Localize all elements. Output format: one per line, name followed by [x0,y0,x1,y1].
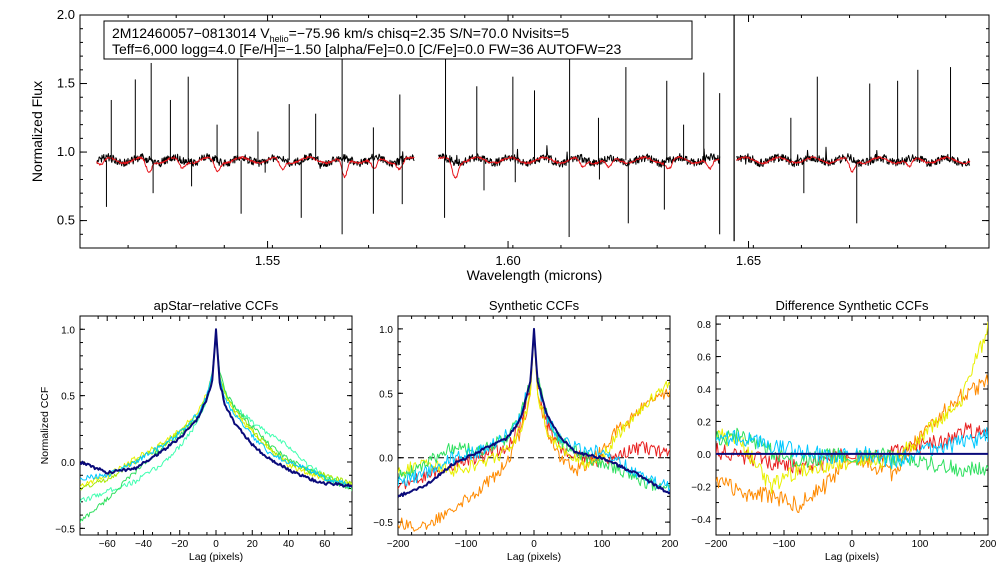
spectrum-xlabel: Wavelength (microns) [467,267,603,283]
difference-ccf-panel: −200 −100 0 100 200 −0.4 −0.2 0.0 0.2 0.4 0.6 0.8 Di… [691,298,997,563]
x-tick-label: 60 [319,539,331,550]
y-tick-label: 0.0 [379,454,393,465]
apstar-ccf-ylabel: Normalized CCF [39,387,51,465]
spectrum-model-line [96,156,971,179]
y-tick-label: 0.0 [61,458,75,469]
x-tick-label: −200 [705,539,728,550]
x-tick-label: −20 [171,539,188,550]
x-tick-label: 40 [283,539,295,550]
difference-ccf-xlabel: Lag (pixels) [825,551,879,563]
apstar-ccf-combined-line [80,328,352,488]
info-box: 2M12460057−0813014 Vhelio=−75.96 km/s ch… [103,20,693,60]
y-tick-label: 0.6 [697,353,711,364]
x-tick-label: 200 [662,539,679,550]
y-tick-label: 0.5 [379,389,393,400]
x-tick-label: 100 [594,539,611,550]
synthetic-ccf-title: Synthetic CCFs [489,298,580,313]
synthetic-ccf-panel: −200 −100 0 100 200 −0.5 0.0 0.5 1.0 Synthetic CC… [373,298,679,563]
y-tick-label: −0.4 [691,515,711,526]
y-tick-label: 0.5 [57,213,75,228]
y-tick-label: 0.2 [697,417,711,428]
y-tick-label: 0.4 [697,385,711,396]
x-tick-label: −200 [387,539,410,550]
y-tick-label: −0.5 [373,518,393,529]
svg-text:2M12460057−0813014 Vhelio=−75: 2M12460057−0813014 Vhelio=−75.96 km/s ch… [112,25,569,44]
synthetic-ccf-xlabel: Lag (pixels) [507,551,561,563]
x-tick-label: −40 [135,539,152,550]
x-tick-label: 1.60 [495,253,520,268]
apstar-ccf-title: apStar−relative CCFs [154,298,279,313]
x-tick-label: 1.65 [736,253,761,268]
info-line2: Teff=6,000 logg=4.0 [Fe/H]=−1.50 [alpha/… [112,41,621,57]
x-tick-label: 0 [849,539,855,550]
y-tick-label: 1.0 [57,144,75,159]
difference-ccf-title: Difference Synthetic CCFs [776,298,929,313]
apstar-ccf-xlabel: Lag (pixels) [189,551,243,563]
synthetic-ccf-combined-line [398,327,670,498]
x-tick-label: 0 [213,539,219,550]
x-tick-label: 100 [912,539,929,550]
apstar-ccf-panel: −60 −40 −20 0 20 40 60 −0.5 0.0 0.5 1.0 apStar−rela… [39,298,353,563]
y-tick-label: 0.0 [697,450,711,461]
x-tick-label: −100 [455,539,478,550]
y-tick-label: 0.8 [697,320,711,331]
x-tick-label: 1.55 [255,253,280,268]
x-tick-label: 200 [980,539,997,550]
x-tick-label: 20 [247,539,259,550]
x-tick-label: −60 [99,539,116,550]
info-line1-suffix: =−75.96 km/s chisq=2.35 S/N=70.0 Nvisits… [289,25,570,41]
y-tick-label: 1.5 [57,76,75,91]
spectrum-ylabel: Normalized Flux [29,81,45,182]
spectrum-plot-frame [79,14,990,249]
x-tick-label: 0 [531,539,537,550]
info-line1-sub: helio [270,34,289,44]
y-tick-label: −0.2 [691,482,711,493]
y-tick-label: 1.0 [379,325,393,336]
x-tick-label: −100 [773,539,796,550]
spectrum-panel: 1.55 1.60 1.65 0.5 1.0 1.5 2.0 Wavelength (micr… [29,7,990,283]
y-tick-label: −0.5 [55,524,75,535]
y-tick-label: 0.5 [61,392,75,403]
info-line1-prefix: 2M12460057−0813014 V [112,25,270,41]
y-tick-label: 1.0 [61,325,75,336]
y-tick-label: 2.0 [57,7,75,22]
difference-ccf-visit-5-line [716,422,988,476]
